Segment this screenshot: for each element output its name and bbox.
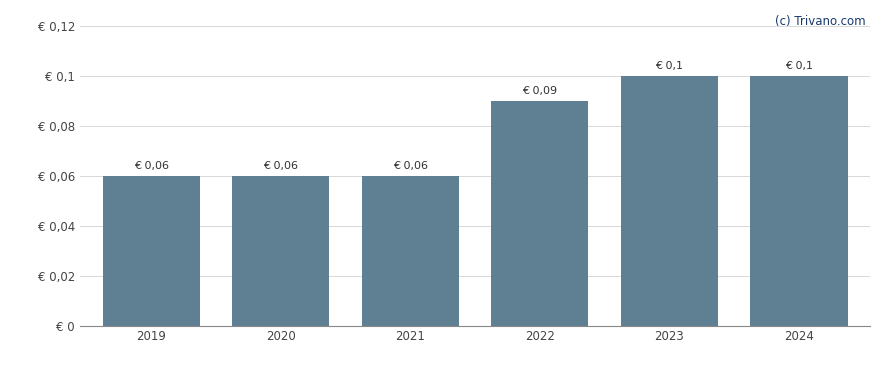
Bar xyxy=(750,76,847,326)
Bar xyxy=(621,76,718,326)
Text: (c) Trivano.com: (c) Trivano.com xyxy=(775,15,866,28)
Text: € 0,1: € 0,1 xyxy=(655,61,684,71)
Text: € 0,1: € 0,1 xyxy=(785,61,813,71)
Bar xyxy=(232,176,329,326)
Bar xyxy=(361,176,459,326)
Bar xyxy=(103,176,200,326)
Bar xyxy=(491,101,589,326)
Text: € 0,06: € 0,06 xyxy=(263,161,298,171)
Text: € 0,09: € 0,09 xyxy=(522,86,558,96)
Text: € 0,06: € 0,06 xyxy=(392,161,428,171)
Text: € 0,06: € 0,06 xyxy=(134,161,169,171)
